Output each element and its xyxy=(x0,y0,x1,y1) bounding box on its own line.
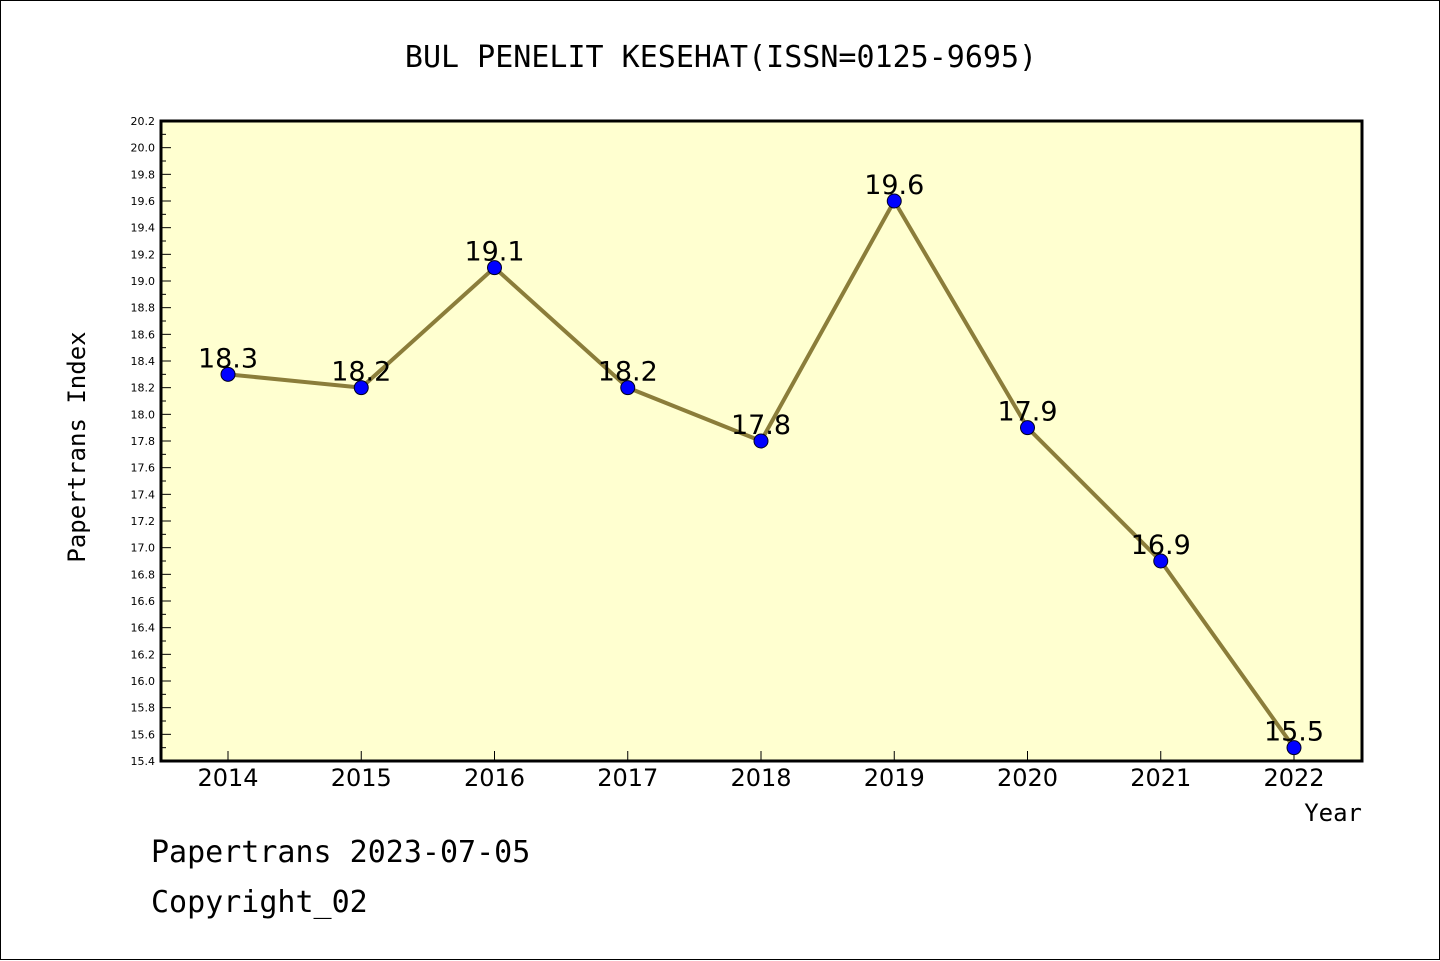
data-label: 19.1 xyxy=(464,237,524,268)
y-tick-label: 15.6 xyxy=(131,728,156,741)
y-tick-label: 19.0 xyxy=(131,275,156,288)
x-tick-label: 2015 xyxy=(331,764,392,792)
data-label: 17.8 xyxy=(731,410,791,441)
y-tick-label: 16.4 xyxy=(131,622,156,635)
y-tick-label: 19.6 xyxy=(131,195,156,208)
y-tick-label: 17.0 xyxy=(131,542,156,555)
y-axis-ticks: 15.4 15.6 15.8 16.0 16.2 16.4 16.6 16.8 17.0 17.2… xyxy=(131,115,171,768)
y-tick-label: 18.6 xyxy=(131,328,156,341)
x-tick-label: 2018 xyxy=(730,764,791,792)
data-point xyxy=(487,260,502,276)
x-axis-label: Year xyxy=(1304,799,1362,827)
data-point xyxy=(1020,420,1035,436)
data-points xyxy=(220,193,1302,756)
x-tick-label: 2014 xyxy=(197,764,258,792)
data-label: 15.5 xyxy=(1264,717,1324,748)
y-tick-label: 15.4 xyxy=(131,755,156,768)
data-label: 18.2 xyxy=(331,357,391,388)
y-tick-label: 17.4 xyxy=(131,488,156,501)
y-axis-label: Papertrans Index xyxy=(63,331,91,562)
data-point xyxy=(620,380,636,396)
footer-copyright-text: Copyright_02 xyxy=(151,885,368,920)
x-tick-label: 2021 xyxy=(1130,764,1191,792)
y-tick-label: 19.8 xyxy=(131,168,156,181)
data-point xyxy=(886,193,902,209)
y-tick-label: 16.2 xyxy=(131,648,156,661)
data-label: 18.2 xyxy=(598,357,658,388)
y-tick-label: 17.2 xyxy=(131,515,156,528)
data-point xyxy=(1153,553,1169,569)
footer-date-text: Papertrans 2023-07-05 xyxy=(151,835,531,870)
data-point xyxy=(353,380,369,396)
data-labels: 18.3 18.2 19.1 18.2 17.8 19.6 17.9 16.9 15.5 xyxy=(198,170,1324,748)
y-tick-label: 16.8 xyxy=(131,568,156,581)
x-tick-label: 2020 xyxy=(997,764,1058,792)
y-tick-label: 17.8 xyxy=(131,435,156,448)
data-label: 17.9 xyxy=(997,397,1057,428)
y-tick-label: 16.0 xyxy=(131,675,156,688)
y-tick-label: 18.4 xyxy=(131,355,156,368)
y-tick-label: 17.6 xyxy=(131,462,156,475)
x-tick-label: 2022 xyxy=(1263,764,1324,792)
data-point xyxy=(1286,740,1302,756)
y-tick-label: 18.0 xyxy=(131,408,156,421)
y-tick-label: 18.8 xyxy=(131,302,156,315)
chart-title: BUL PENELIT KESEHAT(ISSN=0125-9695) xyxy=(405,40,1037,75)
x-tick-label: 2016 xyxy=(464,764,525,792)
y-tick-label: 18.2 xyxy=(131,382,156,395)
data-point xyxy=(220,366,236,382)
x-tick-label: 2017 xyxy=(597,764,658,792)
data-label: 19.6 xyxy=(864,170,924,201)
y-tick-label: 15.8 xyxy=(131,702,156,715)
y-tick-label: 19.4 xyxy=(131,222,156,235)
y-tick-label: 20.0 xyxy=(131,142,156,155)
y-tick-label: 19.2 xyxy=(131,248,156,261)
y-tick-label: 16.6 xyxy=(131,595,156,608)
y-tick-label: 20.2 xyxy=(131,115,156,128)
data-label: 18.3 xyxy=(198,343,258,374)
x-axis-ticks: 2014 2015 2016 2017 2018 2019 2020 2021 2022 xyxy=(197,751,1325,792)
data-point xyxy=(753,433,769,449)
data-label: 16.9 xyxy=(1131,530,1191,561)
x-tick-label: 2019 xyxy=(864,764,925,792)
